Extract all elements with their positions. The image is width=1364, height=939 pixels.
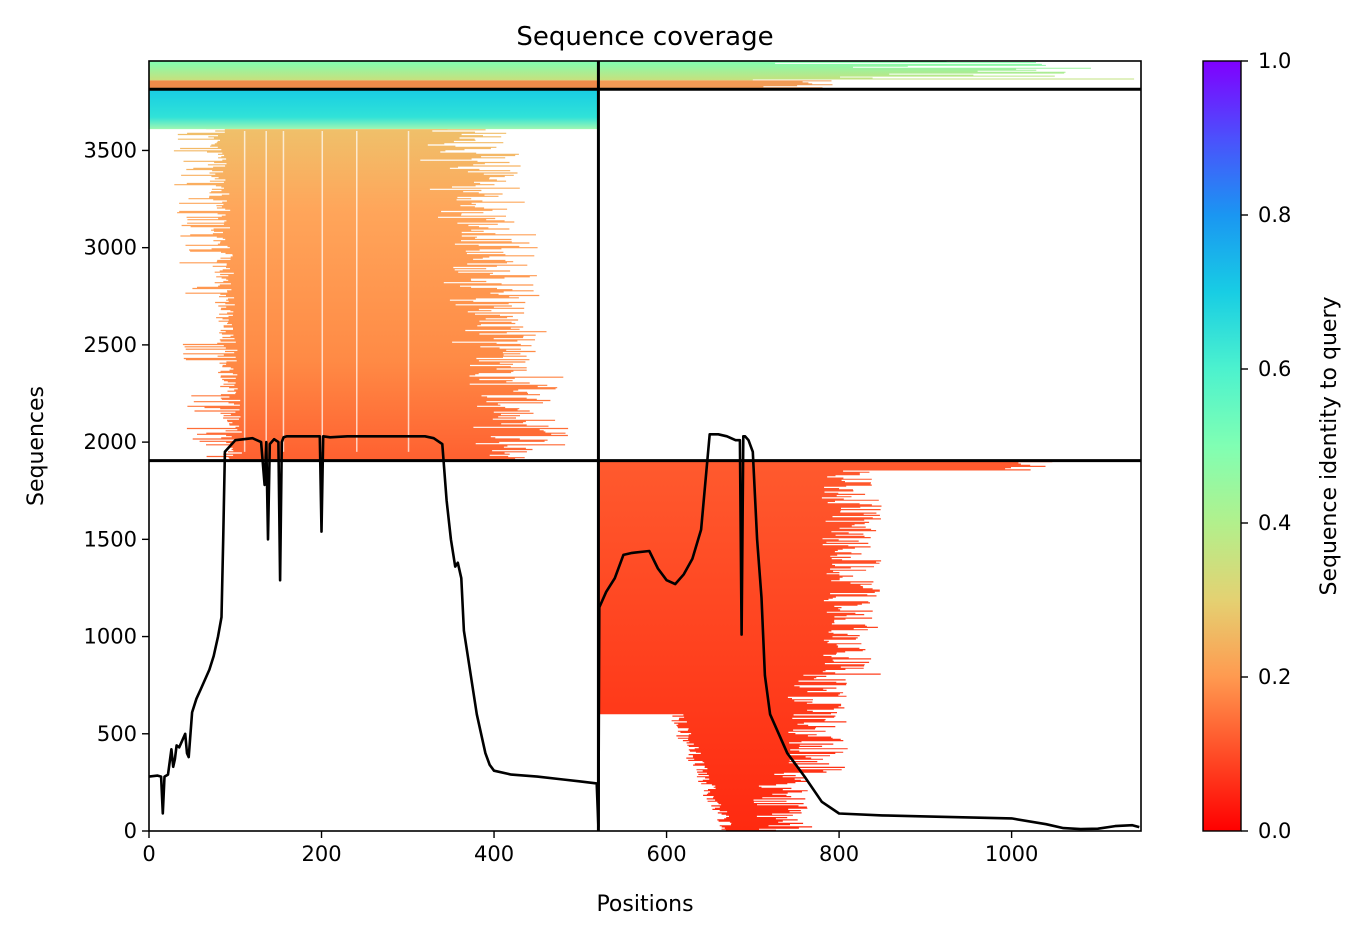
heat-block-top-right-area — [598, 61, 1135, 81]
colorbar — [1202, 60, 1242, 832]
y-axis-ticks: 0 500 1000 1500 2000 2500 3000 3500 — [84, 138, 149, 843]
x-tick-label: 200 — [301, 842, 341, 866]
colorbar-tick-label: 0.8 — [1258, 203, 1291, 227]
heat-block-orange-area — [173, 129, 569, 461]
y-axis-label: Sequences — [24, 386, 49, 506]
heat-block-top-right — [598, 61, 1135, 81]
y-tick-label: 1500 — [84, 527, 137, 551]
colorbar-label: Sequence identity to query — [1317, 296, 1342, 595]
x-tick-label: 400 — [474, 842, 514, 866]
heat-block-top-right-orange — [598, 80, 833, 90]
heat-block-cyan — [149, 89, 599, 130]
y-tick-label: 2500 — [84, 333, 137, 357]
x-tick-label: 800 — [819, 842, 859, 866]
heat-gap — [321, 131, 324, 452]
y-tick-label: 0 — [124, 819, 137, 843]
x-axis-ticks: 0 200 400 600 800 1000 — [142, 831, 1038, 866]
coverage-line — [148, 433, 1140, 831]
x-tick-label: 1000 — [985, 842, 1038, 866]
coverage-heatmap — [149, 61, 1135, 831]
heat-gap — [243, 131, 246, 452]
heat-gap — [282, 131, 285, 452]
colorbar-tick-label: 0.6 — [1258, 357, 1291, 381]
heat-block-top-left-orange-area — [149, 80, 599, 90]
y-tick-label: 2000 — [84, 430, 137, 454]
colorbar-tick-label: 0.2 — [1258, 665, 1291, 689]
y-tick-label: 3500 — [84, 138, 137, 162]
x-tick-label: 600 — [647, 842, 687, 866]
y-tick-label: 1000 — [84, 625, 137, 649]
heat-gap — [265, 131, 267, 452]
heat-block-top-right-orange-area — [598, 80, 833, 90]
heat-block-top-left-orange — [149, 80, 599, 90]
heat-block-red-area — [598, 460, 1053, 831]
y-tick-label: 3000 — [84, 236, 137, 260]
colorbar-tick-label: 0.0 — [1258, 819, 1291, 843]
colorbar-tick-label: 0.4 — [1258, 511, 1291, 535]
colorbar-ticks: 0.0 0.2 0.4 0.6 0.8 1.0 — [1241, 49, 1291, 843]
heat-block-orange — [173, 129, 569, 461]
heat-block-red — [598, 460, 1053, 831]
x-axis-label: Positions — [596, 892, 693, 917]
heat-block-cyan-area — [149, 89, 599, 130]
x-tick-label: 0 — [142, 842, 155, 866]
heat-gap — [356, 131, 358, 452]
colorbar-tick-label: 1.0 — [1258, 49, 1291, 73]
heat-block-top-left-area — [149, 61, 599, 81]
y-tick-label: 500 — [97, 722, 137, 746]
chart-title: Sequence coverage — [516, 22, 773, 52]
heat-block-top-left — [149, 61, 599, 81]
plot-frame — [148, 60, 1142, 832]
heat-gap — [407, 131, 410, 452]
